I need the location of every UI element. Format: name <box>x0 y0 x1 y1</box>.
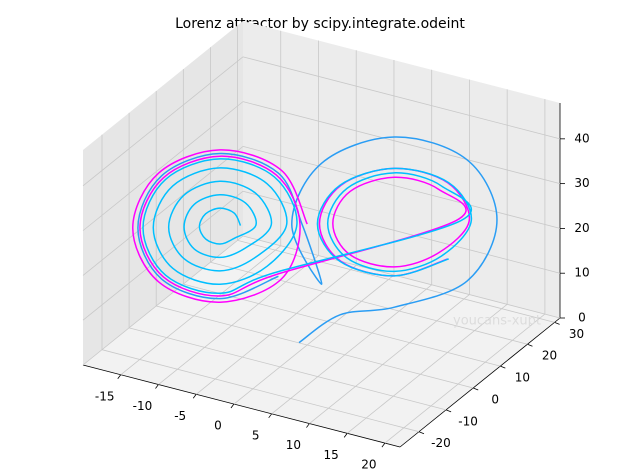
z-tick-label: 10 <box>574 266 589 280</box>
x-tick-label: 0 <box>214 419 222 433</box>
tick-mark <box>268 413 273 419</box>
y-tick-label: -20 <box>431 436 451 450</box>
watermark: youcans-xupt <box>453 314 541 329</box>
grid-line <box>242 235 561 319</box>
grid-line <box>242 56 561 140</box>
chart-title: Lorenz attractor by scipy.integrate.odei… <box>175 16 465 32</box>
grid-line <box>271 284 432 415</box>
x-tick-label: -15 <box>95 389 115 403</box>
grid-line <box>183 283 501 367</box>
tick-mark <box>445 409 452 413</box>
tick-mark <box>418 431 425 435</box>
tick-mark <box>473 387 479 391</box>
grid-line <box>195 264 357 395</box>
grid-line <box>82 56 244 187</box>
z-tick-label: 20 <box>574 221 589 235</box>
grid-line <box>384 313 546 444</box>
grid-line <box>237 239 555 323</box>
tick-mark <box>192 394 197 399</box>
tick-mark <box>343 433 348 438</box>
tick-mark <box>381 442 386 448</box>
x-tick-label: 10 <box>286 438 301 452</box>
grid-line <box>346 304 508 434</box>
back-pane <box>243 21 560 318</box>
tick-mark <box>554 322 560 325</box>
trajectory <box>137 136 498 344</box>
grid-line <box>82 101 244 231</box>
tick-mark <box>117 374 122 380</box>
grid-line <box>309 294 470 424</box>
grid-line <box>156 305 474 389</box>
x-tick-label: -5 <box>174 409 186 423</box>
y-tick-label: 0 <box>491 392 499 406</box>
x-tick-label: 5 <box>252 428 260 442</box>
x-tick-label: 20 <box>361 458 376 472</box>
tick-mark <box>155 384 159 389</box>
tick-mark <box>306 423 310 428</box>
grid-line <box>242 101 561 185</box>
z-tick-label: 30 <box>574 176 589 190</box>
y-tick-label: -10 <box>458 414 478 428</box>
x-tick-label: -10 <box>133 399 153 413</box>
y-axis <box>399 317 561 448</box>
grid-line <box>129 327 447 411</box>
y-tick-label: 10 <box>515 371 530 385</box>
left-pane <box>83 21 243 365</box>
grid-line <box>120 245 281 376</box>
tick-mark <box>500 365 506 369</box>
tick-mark <box>230 403 235 409</box>
z-tick-label: 40 <box>574 131 589 145</box>
y-tick-label: 30 <box>569 327 584 341</box>
trajectory <box>142 158 473 295</box>
z-tick-label: 0 <box>578 311 586 325</box>
y-tick-label: 20 <box>542 349 557 363</box>
grid-line <box>242 146 561 229</box>
grid-line <box>101 349 420 433</box>
grid-line <box>158 255 319 385</box>
x-tick-label: 15 <box>324 448 339 462</box>
tick-mark <box>527 343 533 347</box>
grid-line <box>233 274 395 405</box>
